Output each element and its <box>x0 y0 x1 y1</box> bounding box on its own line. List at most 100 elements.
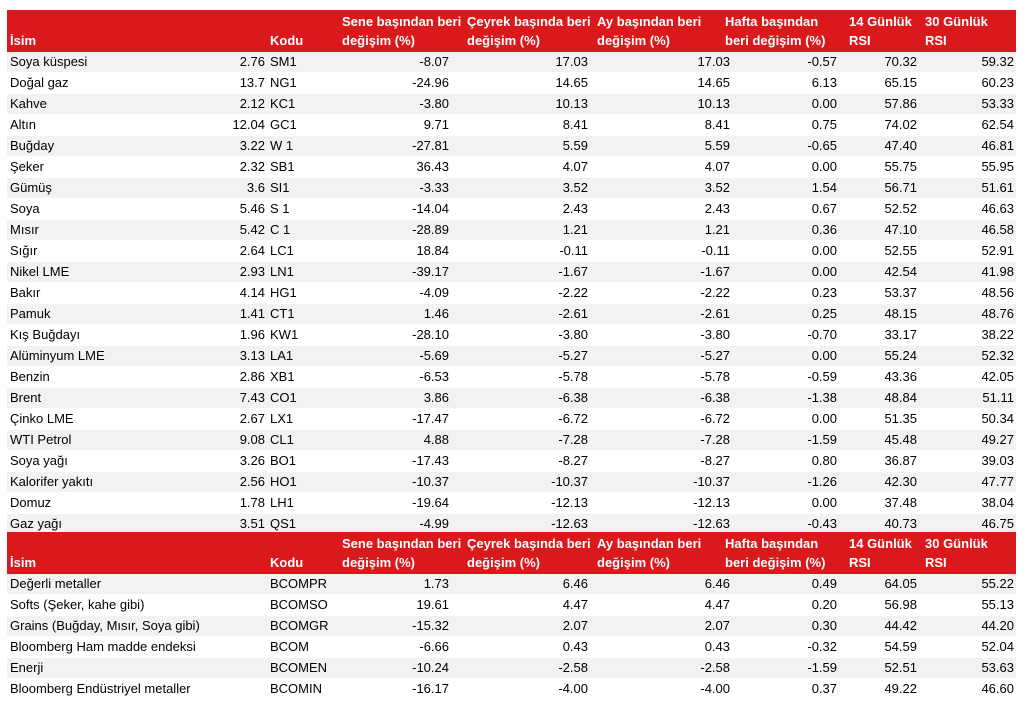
cell-value: 1.96 <box>239 327 265 342</box>
cell-rsi14: 55.24 <box>884 348 917 363</box>
cell-mtd: -1.67 <box>700 264 730 279</box>
cell-rsi14: 42.30 <box>884 474 917 489</box>
cell-code: LN1 <box>270 264 294 279</box>
cell-name: Soya <box>10 201 40 216</box>
cell-value: 1.41 <box>239 306 265 321</box>
cell-value: 2.32 <box>239 159 265 174</box>
cell-value: 7.43 <box>239 390 265 405</box>
cell-qtd: 4.07 <box>562 159 588 174</box>
cell-wtd: 0.36 <box>811 222 837 237</box>
table-body: Değerli metaller BCOMPR 1.73 6.46 6.46 0.49 64… <box>7 574 1016 700</box>
table-header: İsim Kodu Sene başından beri değişim (%)… <box>7 532 1016 574</box>
cell-name: Kış Buğdayı <box>10 327 81 342</box>
cell-value: 13.7 <box>239 75 265 90</box>
cell-value: 2.76 <box>239 54 265 69</box>
cell-wtd: 0.37 <box>811 681 837 696</box>
cell-name: Bloomberg Ham madde endeksi <box>10 639 196 654</box>
cell-name: Kalorifer yakıtı <box>10 474 94 489</box>
table-row: Soya yağı 3.26 BO1 -17.43 -8.27 -8.27 0.80 36.8… <box>7 451 1016 472</box>
cell-rsi30: 50.34 <box>981 411 1014 426</box>
cell-mtd: 2.07 <box>704 618 730 633</box>
cell-rsi30: 60.23 <box>981 75 1014 90</box>
cell-rsi14: 56.71 <box>884 180 917 195</box>
cell-rsi14: 52.51 <box>884 660 917 675</box>
cell-rsi14: 53.37 <box>884 285 917 300</box>
cell-qtd: -6.72 <box>558 411 588 426</box>
cell-wtd: -1.59 <box>807 660 837 675</box>
cell-qtd: 17.03 <box>555 54 588 69</box>
cell-rsi30: 52.91 <box>981 243 1014 258</box>
header-code: Kodu <box>270 33 304 48</box>
cell-code: LH1 <box>270 495 294 510</box>
header-ytd: Sene başından beri değişim (%) <box>342 14 462 48</box>
cell-name: Softs (Şeker, kahe gibi) <box>10 597 145 612</box>
table-header: İsim Kodu Sene başından beri değişim (%)… <box>7 10 1016 52</box>
cell-name: Domuz <box>10 495 52 510</box>
cell-rsi30: 55.22 <box>981 576 1014 591</box>
cell-wtd: 0.00 <box>811 243 837 258</box>
table-row: Çinko LME 2.67 LX1 -17.47 -6.72 -6.72 0.00 51.3… <box>7 409 1016 430</box>
cell-rsi30: 52.32 <box>981 348 1014 363</box>
cell-rsi14: 47.10 <box>884 222 917 237</box>
cell-name: Altın <box>10 117 37 132</box>
cell-mtd: 17.03 <box>697 54 730 69</box>
header-name: İsim <box>10 555 37 570</box>
table-row: Alüminyum LME 3.13 LA1 -5.69 -5.27 -5.27 0.00 5… <box>7 346 1016 367</box>
cell-mtd: 0.43 <box>704 639 730 654</box>
cell-rsi30: 39.03 <box>981 453 1014 468</box>
cell-code: BO1 <box>270 453 297 468</box>
cell-code: HG1 <box>270 285 297 300</box>
table-row: Softs (Şeker, kahe gibi) BCOMSO 19.61 4.47 4… <box>7 595 1016 616</box>
cell-qtd: -6.38 <box>558 390 588 405</box>
cell-name: Mısır <box>10 222 39 237</box>
cell-wtd: 0.00 <box>811 159 837 174</box>
cell-qtd: -3.80 <box>558 327 588 342</box>
cell-name: Kahve <box>10 96 47 111</box>
cell-mtd: 2.43 <box>704 201 730 216</box>
cell-code: CT1 <box>270 306 295 321</box>
cell-rsi30: 62.54 <box>981 117 1014 132</box>
cell-rsi14: 37.48 <box>884 495 917 510</box>
table-row: Kahve 2.12 KC1 -3.80 10.13 10.13 0.00 57.86 53.3… <box>7 94 1016 115</box>
cell-rsi14: 52.52 <box>884 201 917 216</box>
cell-wtd: 0.00 <box>811 411 837 426</box>
cell-rsi14: 65.15 <box>884 75 917 90</box>
cell-name: Doğal gaz <box>10 75 69 90</box>
cell-name: Pamuk <box>10 306 51 321</box>
cell-qtd: -0.11 <box>559 243 588 258</box>
cell-ytd: -39.17 <box>412 264 449 279</box>
cell-value: 12.04 <box>232 117 265 132</box>
cell-name: Çinko LME <box>10 411 74 426</box>
cell-qtd: -10.37 <box>551 474 588 489</box>
cell-rsi30: 51.11 <box>982 390 1014 405</box>
cell-code: LC1 <box>270 243 294 258</box>
cell-rsi30: 49.27 <box>981 432 1014 447</box>
cell-mtd: 3.52 <box>704 180 730 195</box>
table-row: Gaz yağı 3.51 QS1 -4.99 -12.63 -12.63 -0.43 40.… <box>7 514 1016 535</box>
cell-wtd: -0.32 <box>807 639 837 654</box>
header-code: Kodu <box>270 555 304 570</box>
cell-code: KW1 <box>270 327 299 342</box>
cell-rsi30: 51.61 <box>981 180 1014 195</box>
cell-qtd: 10.13 <box>555 96 588 111</box>
cell-value: 3.51 <box>239 516 265 531</box>
cell-mtd: -4.00 <box>700 681 730 696</box>
cell-rsi30: 46.58 <box>981 222 1014 237</box>
cell-ytd: -17.47 <box>412 411 449 426</box>
cell-code: S 1 <box>270 201 290 216</box>
cell-mtd: -5.78 <box>700 369 730 384</box>
cell-value: 1.78 <box>239 495 265 510</box>
cell-qtd: 2.07 <box>562 618 588 633</box>
header-rsi30: 30 Günlük RSI <box>925 14 988 48</box>
cell-qtd: -12.63 <box>551 516 588 531</box>
cell-rsi14: 42.54 <box>884 264 917 279</box>
cell-value: 3.26 <box>239 453 265 468</box>
cell-value: 5.46 <box>239 201 265 216</box>
cell-code: BCOM <box>270 639 309 654</box>
cell-rsi14: 36.87 <box>884 453 917 468</box>
header-qtd: Çeyrek başında beri değişim (%) <box>467 536 591 570</box>
cell-mtd: 1.21 <box>704 222 730 237</box>
table-row: Altın 12.04 GC1 9.71 8.41 8.41 0.75 74.02 62.54 <box>7 115 1016 136</box>
cell-rsi30: 59.32 <box>981 54 1014 69</box>
header-qtd: Çeyrek başında beri değişim (%) <box>467 14 591 48</box>
